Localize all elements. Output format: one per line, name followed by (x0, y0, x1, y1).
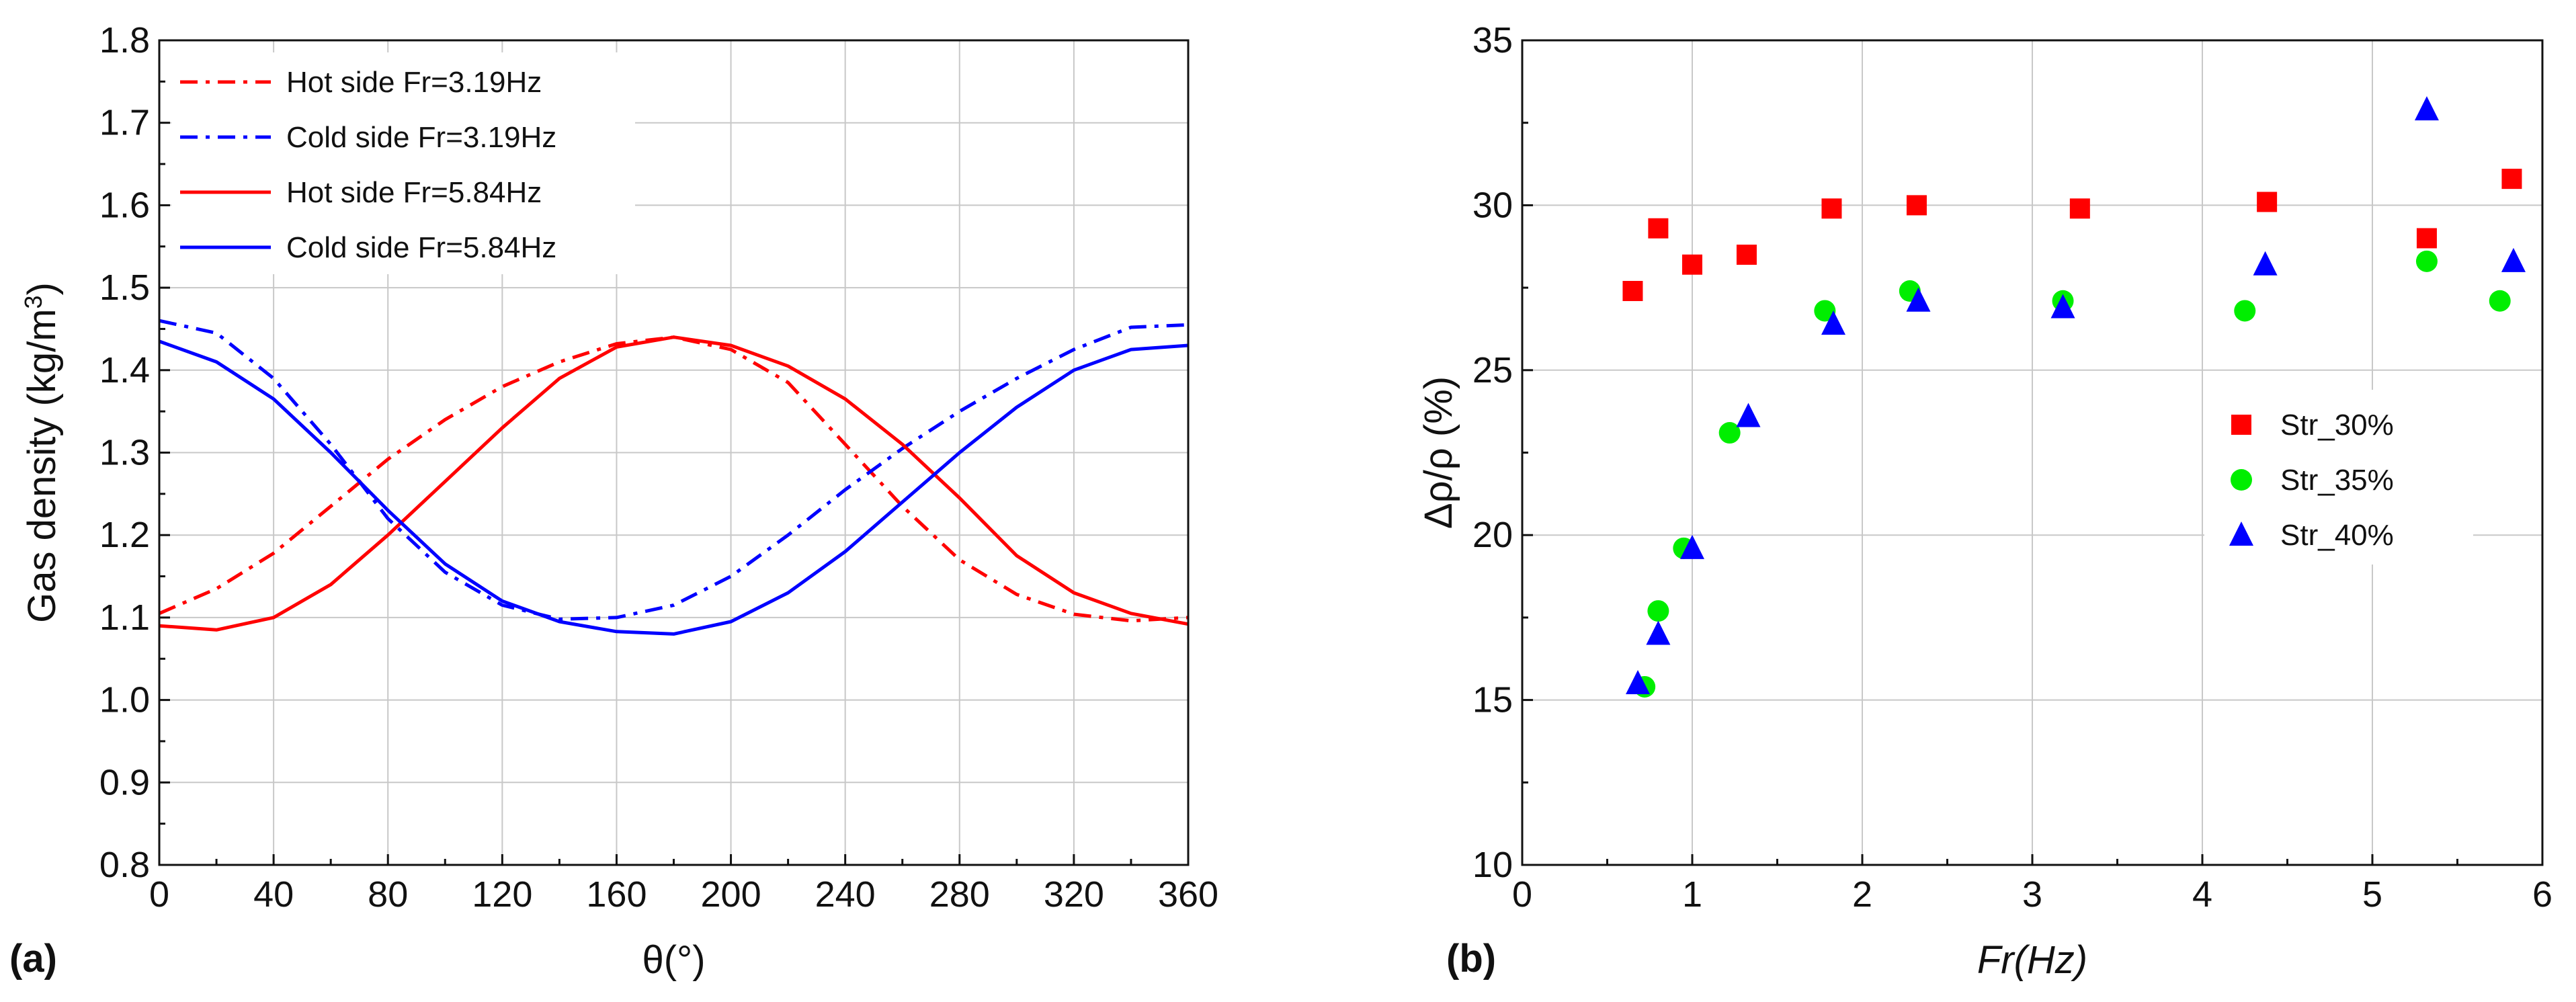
legend-marker-0 (2231, 415, 2251, 435)
panel-label-a: (a) (9, 937, 57, 980)
legend-box (171, 52, 635, 274)
series-line-0 (159, 335, 1189, 623)
data-point-square (1736, 245, 1757, 265)
y-tick-label: 1.7 (99, 103, 150, 143)
x-tick-label: 40 (253, 874, 294, 915)
y-tick-label: 25 (1472, 350, 1513, 390)
y-tick-label: 0.9 (99, 762, 150, 802)
x-tick-label: 320 (1044, 874, 1104, 915)
y-tick-label: 15 (1472, 680, 1513, 720)
y-tick-label: 1.5 (99, 267, 150, 308)
series-line-2 (159, 335, 1189, 632)
data-point-circle (1814, 300, 1836, 322)
x-tick-label: 0 (149, 874, 169, 915)
x-tick-label: 3 (2022, 874, 2042, 915)
y-tick-label: 0.8 (99, 845, 150, 885)
data-point-square (2416, 228, 2437, 249)
legend-label-0: Str_30% (2280, 409, 2394, 442)
y-tick-label: 1.4 (99, 350, 150, 390)
y-tick-label: 1.8 (99, 20, 150, 60)
series-line-3 (159, 339, 1189, 636)
legend-label-3: Cold side Fr=5.84Hz (286, 231, 556, 264)
data-point-triangle (1626, 670, 1651, 695)
data-point-circle (2489, 290, 2511, 312)
x-tick-label: 360 (1158, 874, 1218, 915)
y-tick-label: 1.0 (99, 680, 150, 720)
panel-label-b: (b) (1446, 937, 1496, 980)
y-axis-title-superscript: 3 (19, 295, 47, 308)
data-point-triangle (2414, 96, 2439, 121)
x-tick-label: 240 (815, 874, 876, 915)
y-tick-label: 1.6 (99, 185, 150, 225)
series-line-1 (159, 319, 1189, 621)
legend-label-1: Cold side Fr=3.19Hz (286, 121, 556, 154)
x-tick-label: 4 (2192, 874, 2212, 915)
data-point-square (2257, 192, 2278, 212)
y-axis-title: Gas density (kg/m3) (19, 282, 65, 623)
y-axis-title-main: Gas density (kg/m (20, 308, 64, 622)
legend-label-0: Hot side Fr=3.19Hz (286, 66, 542, 99)
x-tick-label: 120 (472, 874, 532, 915)
y-tick-label: 1.3 (99, 433, 150, 473)
y-tick-label: 20 (1472, 515, 1513, 555)
y-tick-label: 1.1 (99, 597, 150, 638)
data-point-circle (1718, 422, 1741, 444)
data-point-circle (2415, 250, 2438, 272)
data-point-triangle (1646, 620, 1671, 645)
x-tick-label: 160 (586, 874, 647, 915)
data-point-triangle (1680, 534, 1704, 559)
y-tick-label: 1.2 (99, 515, 150, 555)
y-axis-title: Δρ/ρ (%) (1417, 376, 1460, 529)
data-point-triangle (2050, 294, 2075, 319)
x-tick-label: 6 (2532, 874, 2552, 915)
data-point-circle (2234, 300, 2256, 322)
data-point-square (1682, 254, 1702, 275)
y-tick-label: 10 (1472, 845, 1513, 885)
x-tick-label: 80 (368, 874, 408, 915)
chart-a-density-vs-angle: 0 40 80 120 160 200 240 280 320 360 0.8 0.9 1.0 1.1 1.… (9, 20, 1218, 982)
data-point-triangle (2501, 247, 2526, 272)
y-tick-label: 35 (1472, 20, 1513, 60)
data-point-square (2501, 169, 2522, 190)
x-tick-label: 1 (1682, 874, 1702, 915)
x-tick-label: 5 (2362, 874, 2382, 915)
x-tick-label: 2 (1852, 874, 1872, 915)
data-point-square (2069, 198, 2090, 219)
legend-label-1: Str_35% (2280, 464, 2394, 497)
data-point-triangle (1736, 403, 1761, 427)
x-axis-title: θ(°) (642, 938, 705, 982)
x-tick-label: 280 (929, 874, 990, 915)
legend-marker-1 (2231, 469, 2252, 491)
chart-b-density-ratio-vs-frequency: 0 1 2 3 4 5 6 10 15 20 25 30 35 Fr(Hz) Δρ/ρ (%) (b) Str_… (1417, 20, 2552, 982)
data-point-triangle (1821, 310, 1845, 335)
x-tick-label: 0 (1512, 874, 1532, 915)
data-point-square (1648, 218, 1669, 239)
data-point-circle (1647, 600, 1669, 622)
data-point-triangle (1906, 287, 1931, 312)
y-tick-label: 30 (1472, 185, 1513, 225)
data-point-square (1622, 281, 1643, 302)
x-tick-label: 200 (701, 874, 761, 915)
legend-marker-2 (2229, 521, 2253, 546)
x-axis-title: Fr(Hz) (1977, 938, 2087, 982)
y-axis-title-end: ) (20, 282, 64, 295)
data-point-square (1906, 195, 1927, 216)
data-point-square (1821, 198, 1842, 219)
legend-label-2: Str_40% (2280, 519, 2394, 552)
data-point-triangle (2253, 251, 2278, 276)
legend-label-2: Hot side Fr=5.84Hz (286, 176, 542, 209)
